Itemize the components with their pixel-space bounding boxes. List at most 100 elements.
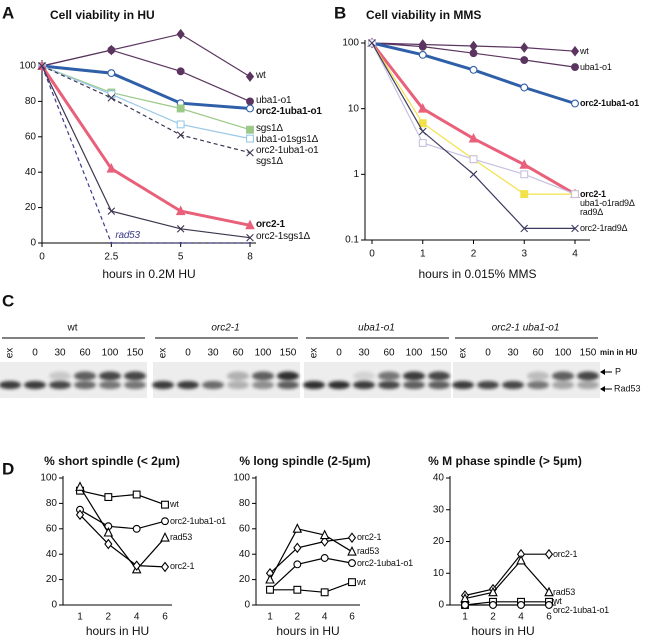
marker [348, 559, 356, 568]
band [152, 381, 174, 389]
series-line [371, 42, 576, 195]
marker [517, 601, 525, 609]
band [227, 371, 249, 381]
marker [469, 170, 478, 179]
chart-title: Cell viability in MMS [366, 8, 481, 22]
series-line [464, 601, 549, 606]
y-tick-label: 30 [433, 504, 445, 515]
y-tick-label: 0.1 [345, 235, 359, 246]
band [99, 381, 121, 389]
marker [176, 120, 185, 129]
x-axis-label: hours in 0.2M HU [102, 267, 195, 281]
x-tick-label: 6 [546, 612, 552, 623]
marker [544, 586, 554, 597]
marker [246, 148, 254, 157]
band [99, 371, 121, 381]
lane-label: 150 [580, 348, 597, 359]
lane-label: 60 [79, 348, 91, 359]
x-tick-label: 4 [134, 612, 140, 623]
marker [293, 542, 302, 554]
chart-title: Cell viability in HU [50, 8, 155, 22]
lane-label: 0 [185, 348, 191, 359]
lane-label: ex [458, 348, 469, 359]
lane-label: ex [158, 348, 169, 359]
x-axis-label: hours in HU [471, 624, 534, 638]
band-label: P [615, 366, 621, 376]
marker [469, 155, 478, 164]
arrow-head [600, 386, 605, 392]
x-tick-label: 3 [521, 249, 527, 260]
lane-label: 150 [431, 348, 448, 359]
y-tick-label: 20 [433, 536, 445, 547]
series-line [269, 528, 353, 580]
marker [176, 67, 185, 76]
y-tick-label: 80 [239, 498, 251, 509]
marker [469, 49, 478, 58]
y-tick-label: 80 [46, 498, 58, 509]
marker [489, 601, 497, 609]
x-tick-label: 6 [162, 612, 168, 623]
marker [293, 585, 302, 594]
series-label: orc2-1 [256, 218, 285, 230]
marker [319, 529, 330, 540]
y-tick-label: 100 [40, 473, 57, 484]
x-tick-label: 0 [369, 249, 375, 260]
marker [348, 578, 356, 587]
marker [292, 523, 303, 533]
lane-label: ex [309, 348, 320, 359]
band [403, 371, 425, 381]
lane-label: 30 [54, 348, 66, 359]
x-tick-label: 4 [322, 612, 328, 623]
lane-label: ex [5, 348, 16, 359]
marker [520, 83, 529, 92]
marker [175, 205, 186, 216]
band [378, 381, 400, 389]
marker [368, 39, 376, 47]
marker [520, 170, 529, 179]
series-label: orc2-1uba1-o1 [170, 515, 226, 526]
x-tick-label: 2 [490, 612, 496, 623]
series-label: orc2-1 [170, 561, 195, 572]
band [527, 381, 549, 389]
y-tick-label: 0 [30, 238, 36, 249]
series-line [40, 65, 251, 227]
marker [107, 207, 116, 215]
lane-label: 100 [406, 348, 423, 359]
band [252, 381, 274, 389]
panel-letter: D [2, 459, 14, 478]
marker [132, 524, 141, 533]
chart-title: % short spindle (< 2μm) [44, 454, 180, 468]
marker [488, 586, 498, 597]
y-tick-label: 20 [239, 574, 251, 585]
band [577, 371, 599, 381]
marker [320, 554, 329, 562]
band [353, 381, 375, 389]
x-tick-label: 4 [572, 249, 578, 260]
band [477, 381, 499, 389]
series-label: sgs1Δ [256, 123, 283, 135]
marker [248, 241, 252, 245]
band [428, 371, 450, 381]
x-tick-label: 2 [471, 249, 477, 260]
marker [40, 64, 44, 68]
series-label: rad9Δ [580, 206, 604, 217]
y-tick-label: 60 [25, 131, 37, 142]
x-tick-label: 1 [267, 612, 273, 623]
series-label: orc2-1 [553, 548, 578, 559]
band-label: Rad53 [614, 383, 641, 393]
group-label: wt [67, 323, 78, 334]
band [252, 371, 274, 381]
panel-letter: C [2, 291, 14, 310]
time-label: min in HU [600, 348, 638, 357]
chart-title: % M phase spindle (> 5μm) [428, 454, 582, 468]
marker [246, 104, 254, 113]
y-tick-label: 0 [51, 600, 57, 611]
series-line [79, 509, 166, 530]
lane-label: 0 [336, 348, 342, 359]
series-label: orc2-1 [357, 532, 382, 543]
chart: % M phase spindle (> 5μm) 0 10 20 30 40 1 2 4 6 ho… [428, 454, 582, 638]
series-line [41, 65, 251, 140]
series-label: orc2-1 [580, 188, 606, 199]
band [403, 381, 425, 389]
